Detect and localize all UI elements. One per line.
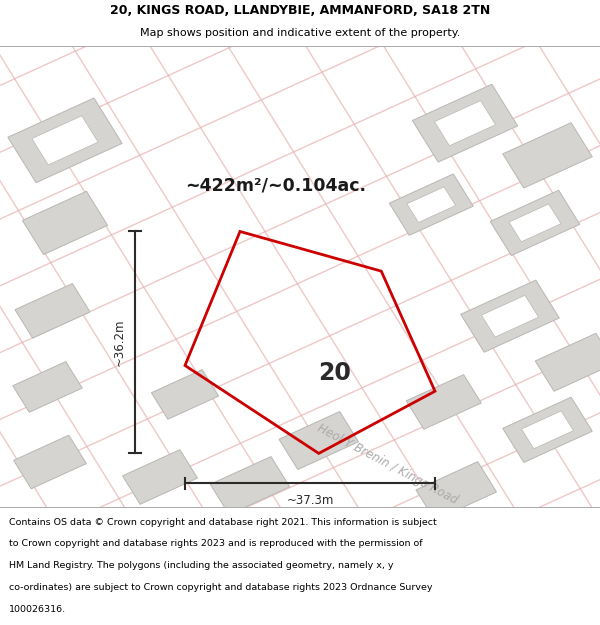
Polygon shape [509, 204, 561, 242]
Polygon shape [151, 369, 218, 419]
Text: ~37.3m: ~37.3m [286, 494, 334, 507]
Polygon shape [481, 295, 539, 337]
Polygon shape [503, 122, 592, 188]
Text: ~36.2m: ~36.2m [112, 319, 125, 366]
Text: 20: 20 [319, 361, 352, 385]
Polygon shape [406, 374, 481, 429]
Polygon shape [122, 450, 197, 504]
Text: 20, KINGS ROAD, LLANDYBIE, AMMANFORD, SA18 2TN: 20, KINGS ROAD, LLANDYBIE, AMMANFORD, SA… [110, 4, 490, 17]
Polygon shape [521, 411, 574, 449]
Text: to Crown copyright and database rights 2023 and is reproduced with the permissio: to Crown copyright and database rights 2… [9, 539, 422, 549]
Polygon shape [416, 462, 497, 520]
Polygon shape [407, 187, 455, 222]
Polygon shape [461, 280, 559, 352]
Text: 100026316.: 100026316. [9, 605, 66, 614]
Text: ~422m²/~0.104ac.: ~422m²/~0.104ac. [185, 176, 366, 194]
Polygon shape [14, 435, 86, 489]
Polygon shape [13, 362, 82, 413]
Polygon shape [389, 174, 473, 236]
Polygon shape [22, 191, 107, 254]
Polygon shape [412, 84, 518, 162]
Polygon shape [503, 397, 592, 462]
Polygon shape [279, 411, 358, 469]
Polygon shape [490, 190, 580, 256]
Polygon shape [15, 284, 90, 338]
Text: HM Land Registry. The polygons (including the associated geometry, namely x, y: HM Land Registry. The polygons (includin… [9, 561, 394, 570]
Text: Map shows position and indicative extent of the property.: Map shows position and indicative extent… [140, 28, 460, 38]
Polygon shape [210, 457, 290, 514]
Polygon shape [32, 116, 98, 165]
Text: co-ordinates) are subject to Crown copyright and database rights 2023 Ordnance S: co-ordinates) are subject to Crown copyr… [9, 583, 433, 592]
Polygon shape [8, 98, 122, 182]
Text: Heol Y Brenin / Kings Road: Heol Y Brenin / Kings Road [315, 421, 460, 507]
Text: Contains OS data © Crown copyright and database right 2021. This information is : Contains OS data © Crown copyright and d… [9, 518, 437, 527]
Polygon shape [535, 333, 600, 391]
Polygon shape [434, 101, 496, 146]
